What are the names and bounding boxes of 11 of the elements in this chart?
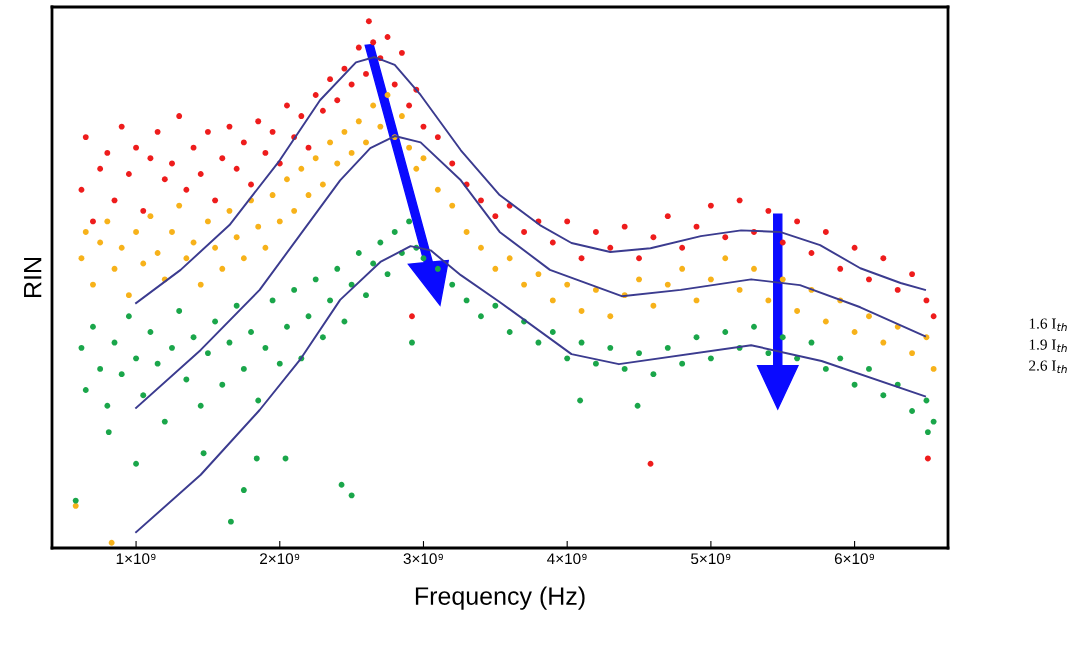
- x-tick-label: 5×10⁹: [691, 553, 731, 565]
- x-tick-label: 3×10⁹: [403, 553, 443, 565]
- x-tick-label: 2×10⁹: [260, 553, 300, 565]
- x-tick-label: 4×10⁹: [547, 553, 587, 565]
- x-axis-title: Frequency (Hz): [415, 586, 585, 610]
- x-tick-label: 6×10⁹: [834, 553, 875, 565]
- text: 1.6 I$_{th}$: [1029, 318, 1067, 332]
- text: 1.9 I$_{th}$: [1029, 339, 1067, 353]
- x-tick-label: 1×10⁹: [116, 553, 156, 565]
- y-axis-title: RIN: [24, 258, 42, 297]
- text: 2.6 I$_{th}$: [1029, 360, 1067, 374]
